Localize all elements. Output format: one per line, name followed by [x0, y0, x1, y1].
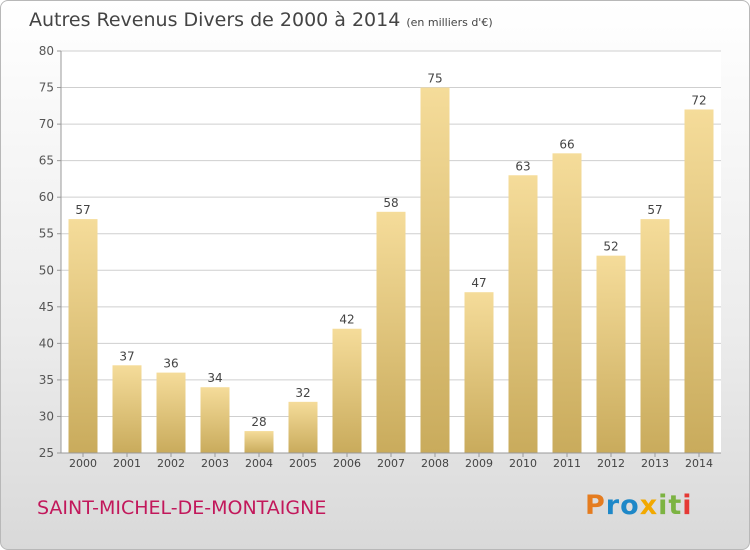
- x-tick-label: 2000: [69, 457, 97, 470]
- y-tick-label: 55: [39, 227, 54, 241]
- bar-2001: [112, 365, 142, 453]
- chart-title-text: Autres Revenus Divers de 2000 à 2014: [29, 9, 401, 31]
- data-label: 58: [383, 196, 398, 210]
- y-tick-label: 60: [39, 190, 54, 204]
- bar-2004: [244, 431, 274, 453]
- x-tick-label: 2011: [553, 457, 581, 470]
- x-tick-label: 2006: [333, 457, 361, 470]
- x-tick-label: 2005: [289, 457, 317, 470]
- bar-2007: [376, 211, 406, 453]
- x-tick-label: 2009: [465, 457, 493, 470]
- bar-2006: [332, 328, 362, 453]
- x-tick-label: 2014: [685, 457, 713, 470]
- y-tick-label: 50: [39, 263, 54, 277]
- bars: [68, 87, 714, 454]
- x-tick-label: 2003: [201, 457, 229, 470]
- y-tick-label: 65: [39, 154, 54, 168]
- data-label: 36: [163, 357, 178, 371]
- x-tick-label: 2012: [597, 457, 625, 470]
- x-tick-label: 2008: [421, 457, 449, 470]
- y-tick-label: 40: [39, 336, 54, 350]
- y-tick-label: 70: [39, 117, 54, 131]
- data-label: 72: [691, 93, 706, 107]
- bar-2012: [596, 255, 626, 453]
- data-label: 75: [427, 72, 442, 86]
- y-tick-label: 75: [39, 81, 54, 95]
- data-label: 28: [251, 415, 266, 429]
- data-label: 57: [647, 203, 662, 217]
- x-tick-label: 2013: [641, 457, 669, 470]
- bar-2011: [552, 153, 582, 453]
- data-label: 52: [603, 240, 618, 254]
- proxiti-logo: Proxiti: [585, 490, 693, 521]
- data-label: 66: [559, 137, 574, 151]
- y-tick-label: 25: [39, 446, 54, 460]
- data-label: 47: [471, 276, 486, 290]
- axes: 25 30 35 40 45 50 55 60 65 70 75 80 2000 2001 2002 2003…: [39, 44, 721, 470]
- y-tick-label: 45: [39, 300, 54, 314]
- bar-2010: [508, 175, 538, 453]
- x-tick-label: 2007: [377, 457, 405, 470]
- data-label: 63: [515, 159, 530, 173]
- x-tick-label: 2004: [245, 457, 273, 470]
- bar-2009: [464, 292, 494, 453]
- data-labels: 57 37 36 34 28 32 42 58 75 47 63 66 52 57 72: [75, 72, 706, 430]
- y-tick-label: 35: [39, 373, 54, 387]
- chart-subtitle: (en milliers d'€): [406, 16, 493, 29]
- chart-title: Autres Revenus Divers de 2000 à 2014 (en …: [29, 9, 493, 31]
- data-label: 42: [339, 313, 354, 327]
- bar-2002: [156, 372, 186, 453]
- bar-2014: [684, 109, 714, 454]
- bar-2008: [420, 87, 450, 453]
- bar-2000: [68, 219, 98, 453]
- bar-2005: [288, 401, 318, 453]
- bar-2003: [200, 387, 230, 453]
- y-tick-label: 30: [39, 409, 54, 423]
- data-label: 57: [75, 203, 90, 217]
- y-tick-label: 80: [39, 44, 54, 58]
- x-tick-label: 2001: [113, 457, 141, 470]
- data-label: 37: [119, 349, 134, 363]
- x-tick-label: 2010: [509, 457, 537, 470]
- data-label: 32: [295, 386, 310, 400]
- bar-2013: [640, 219, 670, 453]
- data-label: 34: [207, 371, 222, 385]
- x-tick-label: 2002: [157, 457, 185, 470]
- place-name: SAINT-MICHEL-DE-MONTAIGNE: [37, 497, 327, 519]
